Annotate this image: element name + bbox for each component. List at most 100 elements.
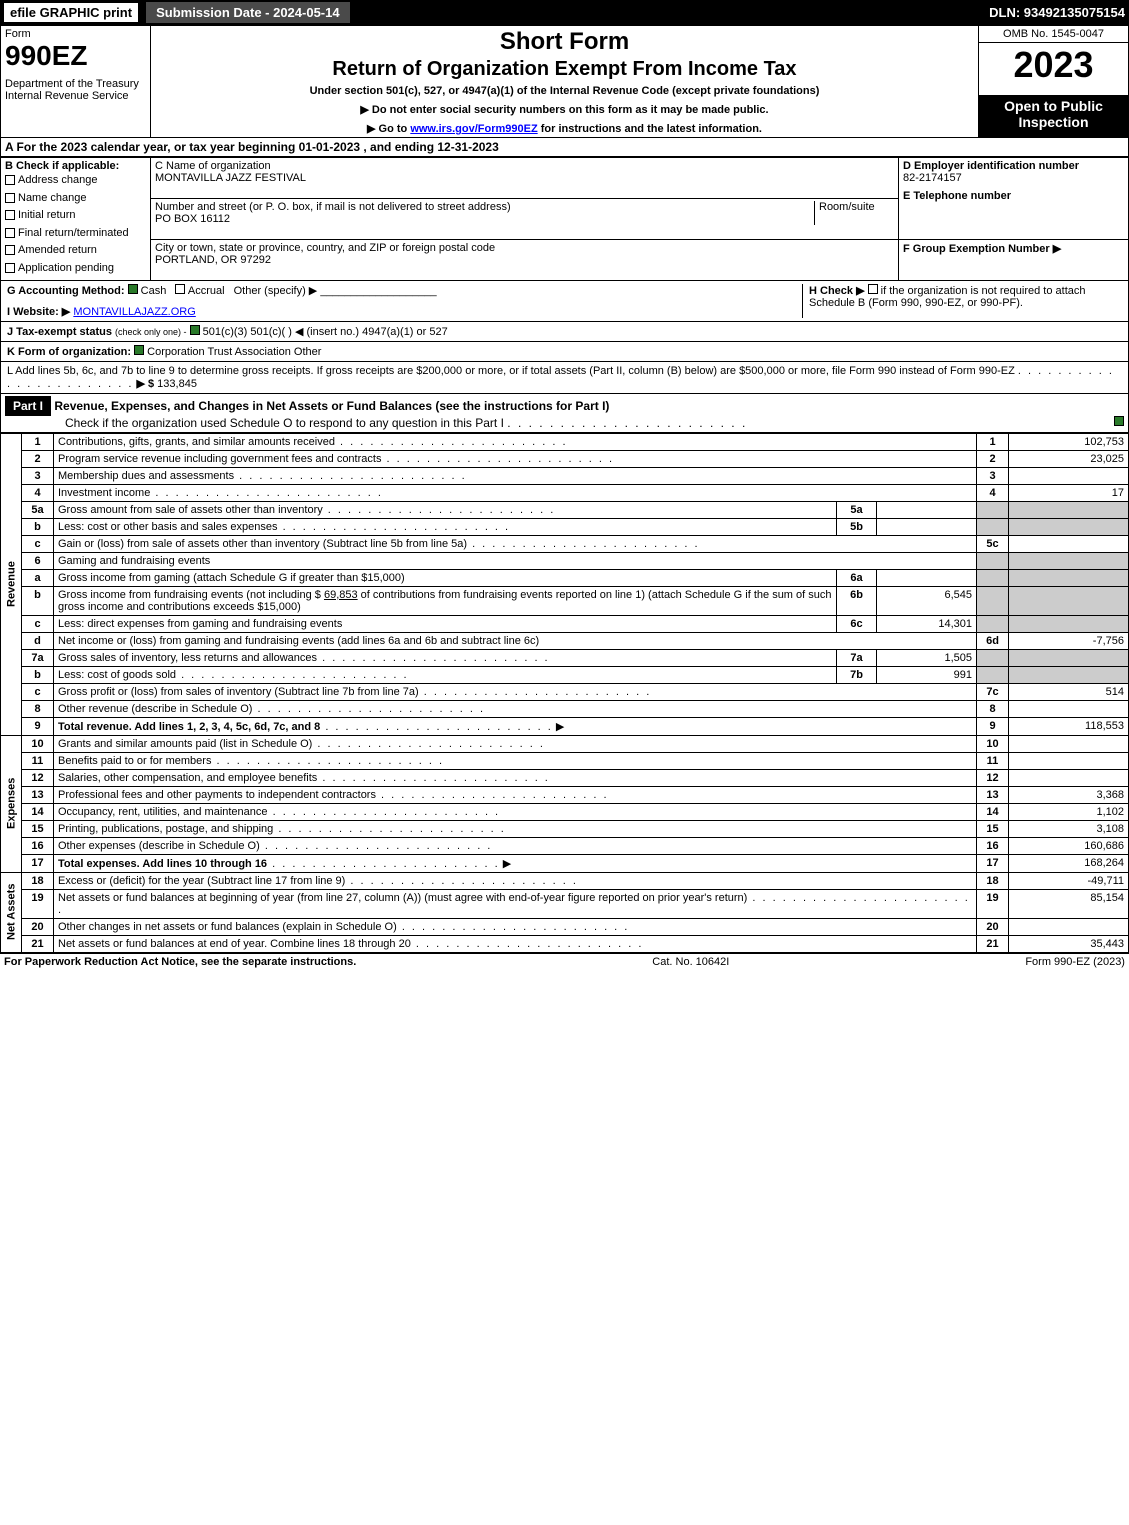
l11-rval [1009, 752, 1129, 769]
l6c-sub: 6c [837, 615, 877, 632]
cb-cash[interactable] [128, 284, 138, 294]
irs-link[interactable]: www.irs.gov/Form990EZ [410, 123, 537, 135]
l6a-num: a [22, 569, 54, 586]
section-l-text: L Add lines 5b, 6c, and 7b to line 9 to … [7, 365, 1015, 377]
l10-rnum: 10 [977, 735, 1009, 752]
form-label: Form [5, 28, 146, 40]
l9-rval: 118,553 [1009, 717, 1129, 735]
main-table: Revenue 1 Contributions, gifts, grants, … [0, 433, 1129, 953]
cb-amended-return[interactable] [5, 245, 15, 255]
section-j-label: J Tax-exempt status [7, 326, 112, 338]
l10-desc: Grants and similar amounts paid (list in… [58, 738, 312, 750]
l16-rval: 160,686 [1009, 837, 1129, 854]
addr-value: PO BOX 16112 [155, 213, 814, 225]
under-section: Under section 501(c), 527, or 4947(a)(1)… [155, 85, 974, 97]
l6c-shaded2 [1009, 615, 1129, 632]
l5b-desc: Less: cost or other basis and sales expe… [58, 521, 278, 533]
l10-rval [1009, 735, 1129, 752]
section-b-label: B Check if applicable: [5, 160, 146, 172]
title-return: Return of Organization Exempt From Incom… [155, 58, 974, 81]
section-a: A For the 2023 calendar year, or tax yea… [0, 138, 1129, 157]
l1-rval: 102,753 [1009, 433, 1129, 450]
l21-rnum: 21 [977, 935, 1009, 952]
l6-num: 6 [22, 552, 54, 569]
top-bar: efile GRAPHIC print Submission Date - 20… [0, 0, 1129, 25]
l7c-rval: 514 [1009, 683, 1129, 700]
section-e-label: E Telephone number [903, 190, 1124, 202]
city-label: City or town, state or province, country… [155, 242, 894, 254]
l11-rnum: 11 [977, 752, 1009, 769]
l6a-shaded [977, 569, 1009, 586]
part1-header: Part I [5, 396, 51, 416]
header-table: Form 990EZ Department of the Treasury In… [0, 25, 1129, 138]
footer: For Paperwork Reduction Act Notice, see … [0, 953, 1129, 970]
l5a-desc: Gross amount from sale of assets other t… [58, 504, 323, 516]
cb-sched-b[interactable] [868, 284, 878, 294]
l4-num: 4 [22, 484, 54, 501]
l6a-shaded2 [1009, 569, 1129, 586]
cb-part1-schedo[interactable] [1114, 416, 1124, 426]
l6b-subval: 6,545 [877, 586, 977, 615]
l18-num: 18 [22, 872, 54, 889]
l14-num: 14 [22, 803, 54, 820]
l17-rval: 168,264 [1009, 854, 1129, 872]
l7c-num: c [22, 683, 54, 700]
l12-rnum: 12 [977, 769, 1009, 786]
l18-rval: -49,711 [1009, 872, 1129, 889]
l17-rnum: 17 [977, 854, 1009, 872]
l16-num: 16 [22, 837, 54, 854]
footer-mid: Cat. No. 10642I [652, 956, 729, 968]
l5c-rval [1009, 535, 1129, 552]
l9-rnum: 9 [977, 717, 1009, 735]
dept-label: Department of the Treasury Internal Reve… [5, 78, 146, 102]
l15-desc: Printing, publications, postage, and shi… [58, 823, 273, 835]
l16-rnum: 16 [977, 837, 1009, 854]
l7b-shaded [977, 666, 1009, 683]
l6c-subval: 14,301 [877, 615, 977, 632]
l15-rval: 3,108 [1009, 820, 1129, 837]
l5a-sub: 5a [837, 501, 877, 518]
l5b-num: b [22, 518, 54, 535]
l5a-subval [877, 501, 977, 518]
l4-rval: 17 [1009, 484, 1129, 501]
l18-desc: Excess or (deficit) for the year (Subtra… [58, 875, 345, 887]
l6-shaded [977, 552, 1009, 569]
l7a-subval: 1,505 [877, 649, 977, 666]
section-l-arrow: ▶ $ [136, 378, 154, 390]
l20-num: 20 [22, 918, 54, 935]
revenue-sidebar: Revenue [1, 433, 22, 735]
l5a-shaded2 [1009, 501, 1129, 518]
l13-num: 13 [22, 786, 54, 803]
efile-label: efile GRAPHIC print [4, 3, 138, 22]
title-short-form: Short Form [155, 28, 974, 56]
l5b-shaded [977, 518, 1009, 535]
expenses-sidebar: Expenses [1, 735, 22, 872]
section-h-label: H Check ▶ [809, 285, 868, 297]
cash-label: Cash [141, 285, 167, 297]
cb-application-pending[interactable] [5, 263, 15, 273]
l6-desc: Gaming and fundraising events [54, 552, 977, 569]
cb-final-return[interactable] [5, 228, 15, 238]
l21-num: 21 [22, 935, 54, 952]
section-i-label: I Website: ▶ [7, 306, 70, 318]
section-c-label: C Name of organization [155, 160, 894, 172]
section-k-opts: Corporation Trust Association Other [147, 346, 321, 358]
gross-receipts: 133,845 [157, 378, 197, 390]
cb-address-change[interactable] [5, 175, 15, 185]
cb-accrual[interactable] [175, 284, 185, 294]
cb-501c3[interactable] [190, 325, 200, 335]
l7c-desc: Gross profit or (loss) from sales of inv… [58, 686, 419, 698]
cb-name-change[interactable] [5, 193, 15, 203]
l5b-shaded2 [1009, 518, 1129, 535]
cb-corporation[interactable] [134, 345, 144, 355]
l6b-pre: Gross income from fundraising events (no… [58, 589, 324, 601]
l7a-num: 7a [22, 649, 54, 666]
l8-rnum: 8 [977, 700, 1009, 717]
cb-initial-return[interactable] [5, 210, 15, 220]
arrow2-pre: ▶ Go to [367, 123, 410, 135]
l6d-rnum: 6d [977, 632, 1009, 649]
l4-desc: Investment income [58, 487, 150, 499]
l7a-desc: Gross sales of inventory, less returns a… [58, 652, 317, 664]
l5c-desc: Gain or (loss) from sale of assets other… [58, 538, 467, 550]
website-link[interactable]: MONTAVILLAJAZZ.ORG [73, 306, 195, 318]
